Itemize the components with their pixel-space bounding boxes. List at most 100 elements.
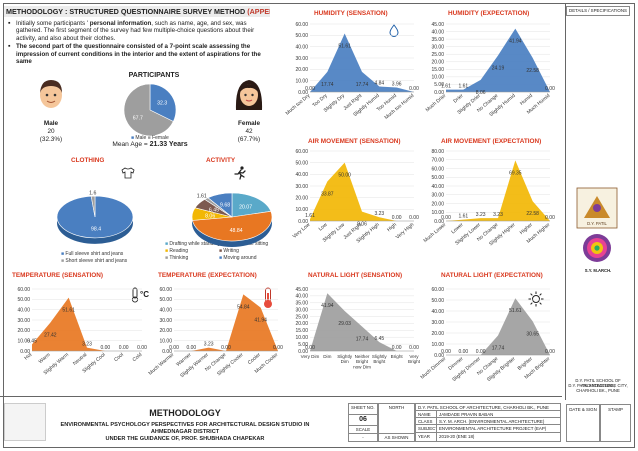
- area-series: [446, 28, 550, 92]
- data-label: 51.61: [62, 308, 75, 314]
- natural-light-expectation-title: NATURAL LIGHT (EXPECTATION): [441, 272, 543, 279]
- y-tick-label: 10.00: [431, 75, 444, 81]
- y-tick-label: 60.00: [17, 287, 30, 293]
- data-label: 0.00: [545, 215, 555, 221]
- header-appendix: (APPENDIX-I): [247, 7, 270, 16]
- participants-slice: [149, 83, 177, 122]
- y-tick-label: 10.00: [295, 335, 308, 341]
- y-tick-label: 30.00: [431, 44, 444, 50]
- x-tick-label: Hot: [23, 352, 33, 362]
- x-tick-label: Much Dimmer: [420, 356, 448, 381]
- y-tick-label: 10.00: [295, 207, 308, 213]
- activity-legend-item: ■ Thinking: [165, 255, 189, 261]
- activity-slice-label: 1.61: [197, 193, 207, 199]
- data-label: 1.61: [458, 214, 468, 220]
- data-label: 17.74: [321, 82, 334, 88]
- y-tick-label: 30.00: [431, 193, 444, 199]
- mean-age: Mean Age = 21.33 Years: [112, 141, 188, 148]
- y-tick-label: 30.00: [295, 56, 308, 62]
- data-label: 1.61: [458, 84, 468, 90]
- section-header: METHODOLOGY : STRUCTURED QUESTIONNAIRE S…: [4, 6, 270, 17]
- clothing-slice: [90, 195, 96, 218]
- x-tick-label: Cold: [132, 352, 144, 363]
- data-label: 3.23: [82, 342, 92, 348]
- data-label: 0.00: [409, 215, 419, 221]
- x-tick-label: Much Lower: [423, 222, 448, 244]
- data-label: 0.00: [119, 345, 129, 351]
- area-series: [174, 294, 278, 351]
- x-tick-label: Much too Dry: [285, 93, 312, 117]
- x-tick-label: Neutral: [72, 352, 88, 367]
- x-tick-label: Low: [318, 222, 329, 233]
- data-label: 33.87: [321, 191, 334, 197]
- humidity-sensation-title: HUMIDITY (SENSATION): [314, 10, 388, 17]
- activity-pie-chart: 20.07 48.84 8.066.45 1.61 9.68: [191, 192, 273, 247]
- data-label: 0.00: [305, 345, 315, 351]
- side-college-1: D.Y. PATIL SCHOOL OF ARCHITECTURE,: [575, 378, 621, 388]
- y-tick-label: 40.00: [295, 172, 308, 178]
- institute-logo: [4, 403, 46, 441]
- y-tick-label: 50.00: [295, 160, 308, 166]
- data-label: 24.19: [492, 65, 505, 71]
- data-label: 0.00: [100, 345, 110, 351]
- north-label: NORTH: [378, 403, 415, 434]
- y-tick-label: 40.00: [431, 184, 444, 190]
- x-tick-label: High: [386, 222, 398, 233]
- data-label: 6.45: [374, 336, 384, 342]
- side-college-2: D.Y. PATIL KNOWLEDGE CITY,: [568, 383, 628, 388]
- intro-text: Initially some participants ' personal i…: [8, 20, 268, 66]
- data-label: 0.00: [137, 345, 147, 351]
- data-label: 54.84: [237, 304, 250, 310]
- y-tick-label: 15.00: [295, 328, 308, 334]
- y-tick-label: 0.00: [298, 219, 308, 225]
- data-label: 3.23: [493, 212, 503, 218]
- data-label: 69.35: [509, 170, 522, 176]
- x-tick-label: Very Bright: [408, 354, 421, 364]
- details-specifications: DETAILS / SPECIFICATIONS: [566, 6, 630, 16]
- activity-slice-label: 48.84: [230, 228, 243, 234]
- side-college-3: CHARHOLI BK., PUNE: [576, 388, 620, 393]
- stamp-box: STAMP: [600, 404, 631, 442]
- air-movement-sensation-chart: 0.00 10.00 20.00 30.00 40.00 50.00 60.00 1.61 33…: [292, 149, 419, 245]
- as-shown: AS SHOWN: [378, 433, 415, 442]
- date-sign-box: DATE & SIGN: [566, 404, 600, 442]
- data-label: 29.03: [338, 321, 351, 327]
- y-tick-label: 60.00: [159, 287, 172, 293]
- participants-slice-label: 67.7: [133, 116, 143, 122]
- thermometer-icon: [264, 287, 272, 308]
- data-label: 4.84: [374, 81, 384, 87]
- y-tick-label: 10.00: [17, 338, 30, 344]
- data-label: 41.94: [254, 318, 267, 324]
- x-tick-label: Cool: [113, 352, 125, 363]
- data-label: 51.61: [338, 44, 351, 50]
- y-tick-label: 35.00: [295, 301, 308, 307]
- y-tick-label: 40.00: [431, 29, 444, 35]
- x-tick-label: Dim: [323, 354, 331, 359]
- title-block: [0, 396, 562, 445]
- data-label: 0.00: [186, 345, 196, 351]
- area-series: [310, 33, 414, 92]
- y-tick-label: 50.00: [17, 297, 30, 303]
- shirt-icon: [121, 167, 135, 179]
- data-label: 0.00: [169, 345, 179, 351]
- sun-icon: [528, 291, 544, 307]
- clothing-title: CLOTHING: [71, 157, 105, 164]
- data-label: 1.61: [441, 84, 451, 90]
- y-tick-label: 60.00: [295, 22, 308, 28]
- y-tick-label: 50.00: [159, 297, 172, 303]
- temperature-sensation-chart: 0.00 10.00 20.00 30.00 40.00 50.00 60.00 6.45 27…: [17, 287, 147, 376]
- data-label: 0.00: [441, 349, 451, 355]
- activity-legend-item: ■ Moving around: [219, 255, 257, 261]
- data-label: 3.23: [374, 211, 384, 217]
- activity-slice-label: 9.68: [220, 202, 230, 208]
- data-label: 50.00: [338, 173, 351, 179]
- activity-slice-label: 6.45: [209, 207, 219, 213]
- year-label: YEAR: [415, 432, 437, 442]
- data-label: 22.58: [526, 211, 539, 217]
- clothing-legend-item: ■ Short sleeve shirt and jeans: [61, 258, 128, 264]
- data-label: 0.00: [409, 345, 419, 351]
- y-tick-label: 50.00: [431, 298, 444, 304]
- male-count: 20: [47, 128, 55, 135]
- y-tick-label: 20.00: [431, 201, 444, 207]
